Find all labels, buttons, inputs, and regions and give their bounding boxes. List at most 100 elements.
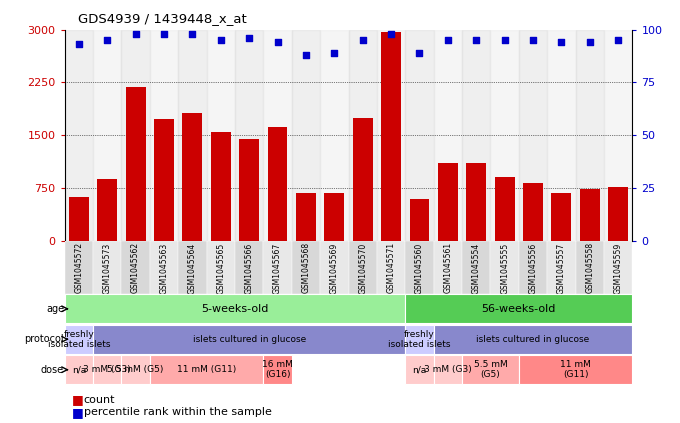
Bar [523, 183, 543, 241]
Bar [93, 324, 405, 354]
Bar [547, 241, 575, 294]
Bar [462, 355, 519, 385]
Bar [263, 241, 292, 294]
Text: GSM1045564: GSM1045564 [188, 242, 197, 294]
Text: GSM1045562: GSM1045562 [131, 242, 140, 294]
Bar [296, 193, 316, 241]
Text: islets cultured in glucose: islets cultured in glucose [192, 335, 306, 344]
Bar [93, 241, 121, 294]
Text: 11 mM (G11): 11 mM (G11) [177, 365, 236, 374]
Text: ■: ■ [71, 393, 83, 406]
Bar [519, 30, 547, 241]
Bar [490, 241, 519, 294]
Bar [434, 30, 462, 241]
Bar [65, 324, 93, 354]
Text: n/a: n/a [412, 365, 426, 374]
Bar [438, 163, 458, 241]
Bar [97, 179, 117, 241]
Text: GSM1045567: GSM1045567 [273, 242, 282, 294]
Point [158, 30, 169, 37]
Text: 3 mM (G3): 3 mM (G3) [424, 365, 472, 374]
Bar [65, 294, 405, 324]
Bar [150, 30, 178, 241]
Bar [348, 241, 377, 294]
Point [499, 37, 510, 44]
Bar [154, 119, 174, 241]
Bar [434, 241, 462, 294]
Text: GSM1045558: GSM1045558 [585, 242, 594, 294]
Bar [575, 241, 604, 294]
Bar [405, 30, 434, 241]
Point [216, 37, 226, 44]
Text: 16 mM
(G16): 16 mM (G16) [262, 360, 293, 379]
Text: 5-weeks-old: 5-weeks-old [201, 304, 269, 314]
Bar [320, 30, 348, 241]
Bar [239, 139, 259, 241]
Text: GSM1045568: GSM1045568 [301, 242, 310, 294]
Point [301, 52, 311, 58]
Point [272, 39, 283, 46]
Point [357, 37, 368, 44]
Bar [324, 193, 344, 241]
Bar [551, 193, 571, 241]
Text: dose: dose [41, 365, 64, 375]
Point [73, 41, 84, 48]
Bar [150, 241, 178, 294]
Bar [65, 30, 93, 241]
Text: 3 mM (G3): 3 mM (G3) [84, 365, 131, 374]
Text: GSM1045573: GSM1045573 [103, 242, 112, 294]
Text: GSM1045560: GSM1045560 [415, 242, 424, 294]
Text: GDS4939 / 1439448_x_at: GDS4939 / 1439448_x_at [78, 12, 247, 25]
Text: GSM1045561: GSM1045561 [443, 242, 452, 294]
Bar [235, 30, 263, 241]
Point [329, 49, 340, 56]
Text: 11 mM
(G11): 11 mM (G11) [560, 360, 591, 379]
Bar [580, 190, 600, 241]
Point [102, 37, 113, 44]
Bar [207, 30, 235, 241]
Point [471, 37, 481, 44]
Text: 5.5 mM (G5): 5.5 mM (G5) [107, 365, 164, 374]
Bar [121, 241, 150, 294]
Bar [434, 355, 462, 385]
Text: GSM1045571: GSM1045571 [387, 242, 396, 294]
Bar [150, 355, 263, 385]
Bar [405, 241, 434, 294]
Point [130, 30, 141, 37]
Text: protocol: protocol [24, 334, 64, 344]
Bar [292, 241, 320, 294]
Bar [121, 355, 150, 385]
Bar [575, 30, 604, 241]
Text: GSM1045566: GSM1045566 [245, 242, 254, 294]
Text: GSM1045556: GSM1045556 [528, 242, 537, 294]
Text: n/a: n/a [71, 365, 86, 374]
Bar [93, 30, 121, 241]
Bar [519, 241, 547, 294]
Point [556, 39, 567, 46]
Bar [93, 355, 121, 385]
Text: GSM1045554: GSM1045554 [472, 242, 481, 294]
Point [386, 30, 396, 37]
Bar [126, 87, 146, 241]
Bar [604, 30, 632, 241]
Bar [519, 355, 632, 385]
Bar [292, 30, 320, 241]
Bar [320, 241, 348, 294]
Text: 56-weeks-old: 56-weeks-old [481, 304, 556, 314]
Text: age: age [46, 304, 64, 314]
Bar [466, 163, 486, 241]
Point [528, 37, 539, 44]
Point [243, 35, 254, 41]
Bar [178, 241, 207, 294]
Bar [121, 30, 150, 241]
Bar [235, 241, 263, 294]
Text: GSM1045555: GSM1045555 [500, 242, 509, 294]
Text: GSM1045570: GSM1045570 [358, 242, 367, 294]
Text: 5.5 mM
(G5): 5.5 mM (G5) [473, 360, 507, 379]
Bar [405, 355, 434, 385]
Point [443, 37, 454, 44]
Point [414, 49, 425, 56]
Bar [405, 324, 434, 354]
Bar [182, 113, 202, 241]
Bar [495, 177, 515, 241]
